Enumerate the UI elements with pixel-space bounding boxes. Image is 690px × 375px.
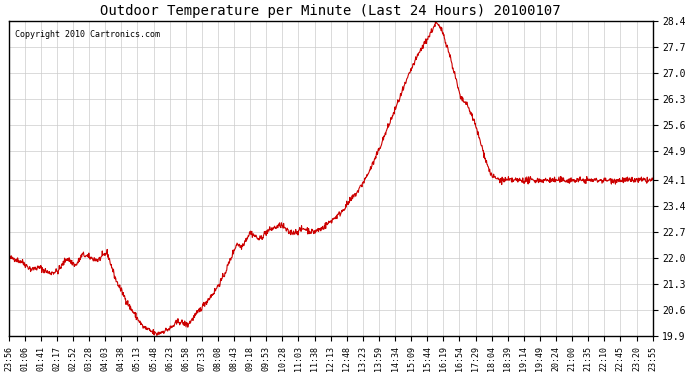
Title: Outdoor Temperature per Minute (Last 24 Hours) 20100107: Outdoor Temperature per Minute (Last 24 … [100, 4, 561, 18]
Text: Copyright 2010 Cartronics.com: Copyright 2010 Cartronics.com [15, 30, 160, 39]
